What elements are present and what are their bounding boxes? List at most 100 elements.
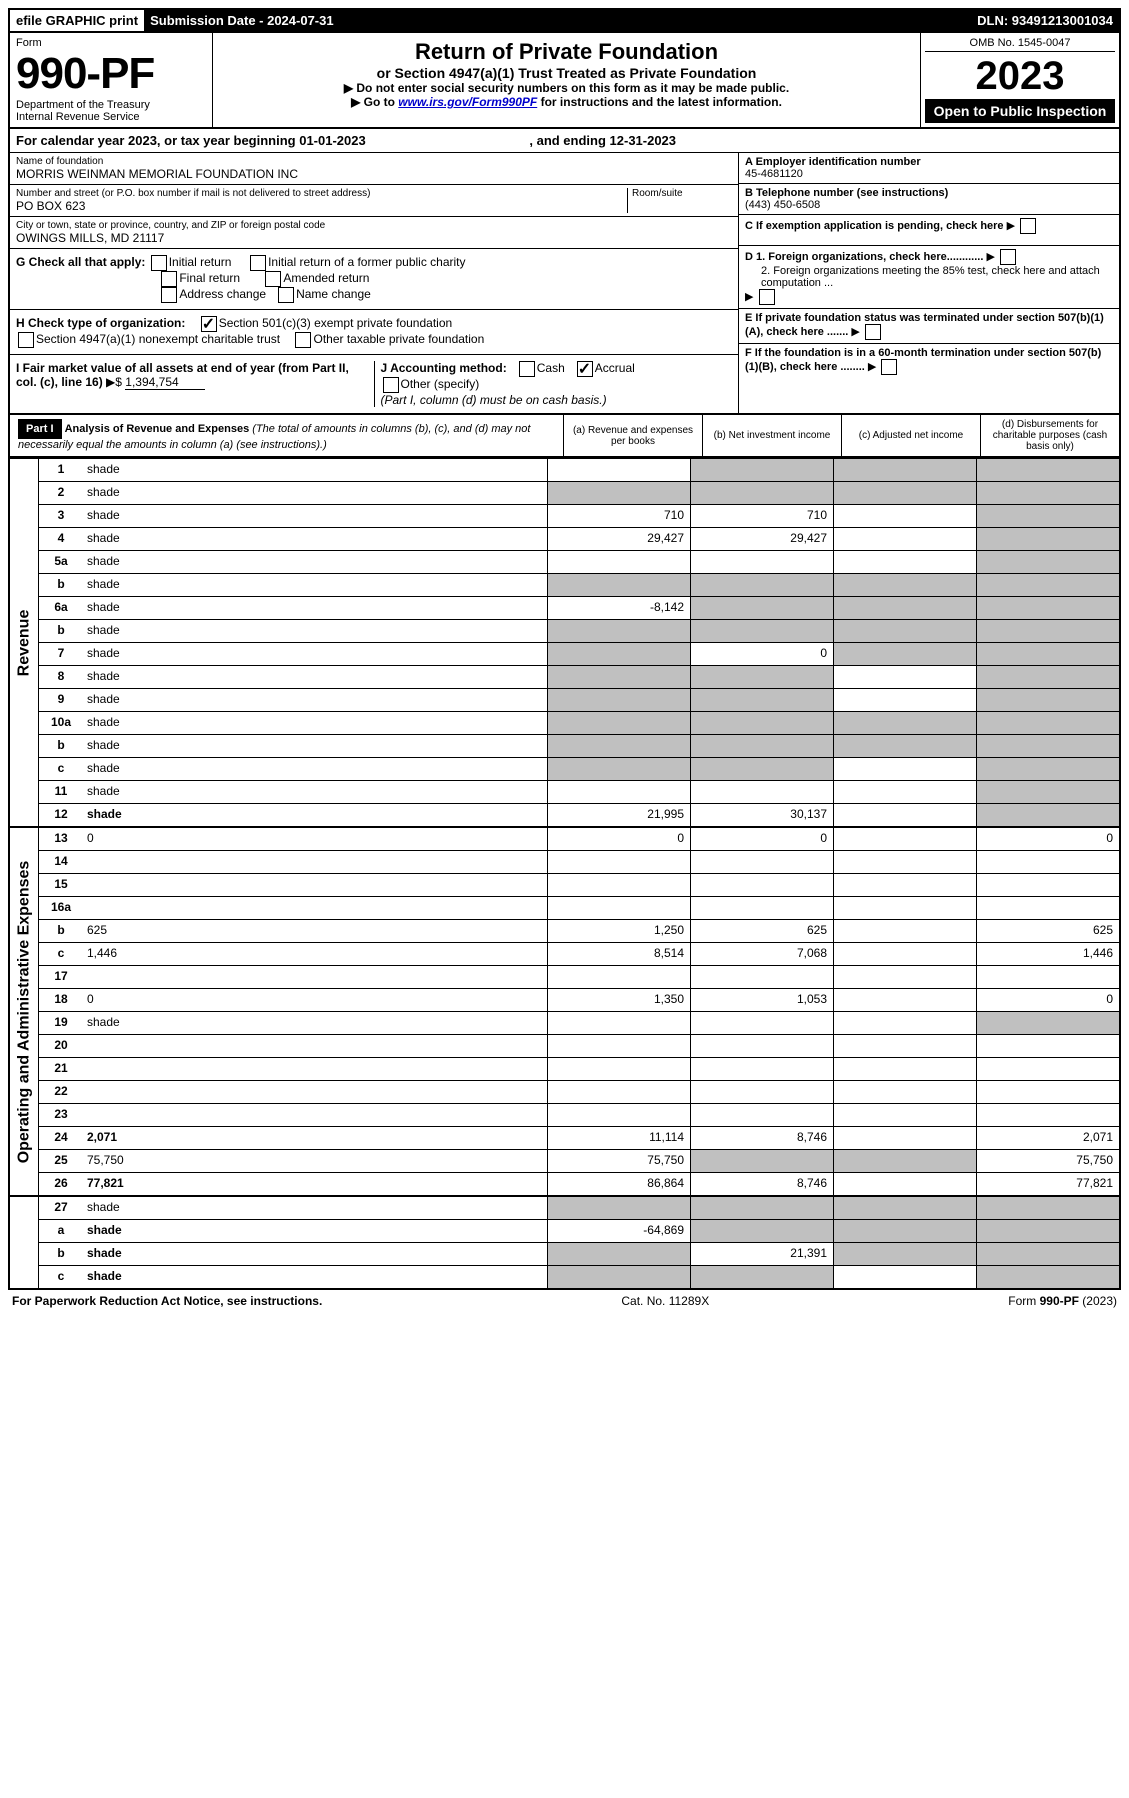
line-description: [83, 1104, 547, 1126]
amount-cell-c: [833, 989, 976, 1011]
form-header: Form 990-PF Department of the Treasury I…: [8, 33, 1121, 129]
line-description: [83, 851, 547, 873]
amount-cell-b: [690, 758, 833, 780]
irs-link[interactable]: www.irs.gov/Form990PF: [398, 95, 537, 109]
table-row: bshade21,391: [39, 1243, 1119, 1266]
amount-cell-d: 0: [976, 989, 1119, 1011]
line-description: shade: [83, 1243, 547, 1265]
line-number: 3: [39, 505, 83, 527]
line-description: shade: [83, 574, 547, 596]
table-row: 27shade: [39, 1197, 1119, 1220]
amount-cell-b: [690, 851, 833, 873]
amount-cell-d: [976, 1220, 1119, 1242]
line-number: 6a: [39, 597, 83, 619]
other-method-checkbox[interactable]: [383, 377, 399, 393]
501c3-checkbox[interactable]: [201, 316, 217, 332]
topbar-spacer: [340, 10, 972, 31]
line-description: [83, 874, 547, 896]
final-label: Final return: [179, 271, 240, 285]
address-row: Number and street (or P.O. box number if…: [10, 185, 738, 217]
cash-label: Cash: [537, 361, 565, 375]
4947-checkbox[interactable]: [18, 332, 34, 348]
h-checks: H Check type of organization: Section 50…: [10, 310, 738, 355]
amount-cell-b: [690, 897, 833, 919]
amount-cell-d: 77,821: [976, 1173, 1119, 1195]
line-description: shade: [83, 1220, 547, 1242]
final-return-checkbox[interactable]: [161, 271, 177, 287]
col-d-header: (d) Disbursements for charitable purpose…: [980, 415, 1119, 456]
line-description: shade: [83, 689, 547, 711]
e-checkbox[interactable]: [865, 324, 881, 340]
accrual-checkbox[interactable]: [577, 361, 593, 377]
address-label: Number and street (or P.O. box number if…: [16, 188, 627, 199]
amount-cell-a: [547, 874, 690, 896]
col-c-header: (c) Adjusted net income: [841, 415, 980, 456]
revenue-side-label: Revenue: [10, 459, 39, 826]
table-row: 6ashade-8,142: [39, 597, 1119, 620]
table-row: 3shade710710: [39, 505, 1119, 528]
line-number: 26: [39, 1173, 83, 1195]
amount-cell-b: [690, 1012, 833, 1034]
amount-cell-d: [976, 874, 1119, 896]
amount-cell-d: [976, 482, 1119, 504]
amount-cell-a: 29,427: [547, 528, 690, 550]
form-number: 990-PF: [16, 49, 206, 99]
line-description: 625: [83, 920, 547, 942]
initial-return-checkbox[interactable]: [151, 255, 167, 271]
amount-cell-b: 8,746: [690, 1127, 833, 1149]
table-row: 2shade: [39, 482, 1119, 505]
cash-checkbox[interactable]: [519, 361, 535, 377]
amount-cell-d: 2,071: [976, 1127, 1119, 1149]
c-checkbox[interactable]: [1020, 218, 1036, 234]
amount-cell-c: [833, 1243, 976, 1265]
amended-checkbox[interactable]: [265, 271, 281, 287]
amount-cell-d: [976, 689, 1119, 711]
table-row: 2677,82186,8648,74677,821: [39, 1173, 1119, 1195]
part1-label: Part I: [18, 419, 62, 439]
initial-former-checkbox[interactable]: [250, 255, 266, 271]
amount-cell-a: [547, 1266, 690, 1288]
e-label: E If private foundation status was termi…: [745, 312, 1104, 338]
amount-cell-a: 11,114: [547, 1127, 690, 1149]
line-number: 12: [39, 804, 83, 826]
line-description: shade: [83, 781, 547, 803]
address-change-checkbox[interactable]: [161, 287, 177, 303]
amount-cell-d: [976, 1058, 1119, 1080]
name-change-checkbox[interactable]: [278, 287, 294, 303]
amount-cell-a: [547, 735, 690, 757]
amount-cell-b: 8,746: [690, 1173, 833, 1195]
amount-cell-a: [547, 851, 690, 873]
amount-cell-b: [690, 1104, 833, 1126]
amount-cell-b: 0: [690, 828, 833, 850]
line-description: shade: [83, 1266, 547, 1288]
amount-cell-b: [690, 459, 833, 481]
f-checkbox[interactable]: [881, 359, 897, 375]
amount-cell-c: [833, 1012, 976, 1034]
city-cell: City or town, state or province, country…: [10, 217, 738, 249]
amount-cell-d: [976, 804, 1119, 826]
table-row: 7shade0: [39, 643, 1119, 666]
bottom-rows-container: 27shadeashade-64,869bshade21,391cshade: [39, 1197, 1119, 1288]
amount-cell-d: [976, 1035, 1119, 1057]
j-note: (Part I, column (d) must be on cash basi…: [381, 393, 607, 407]
amount-cell-a: -8,142: [547, 597, 690, 619]
d1-checkbox[interactable]: [1000, 249, 1016, 265]
col-b-header: (b) Net investment income: [702, 415, 841, 456]
other-taxable-checkbox[interactable]: [295, 332, 311, 348]
line-number: a: [39, 1220, 83, 1242]
foundation-name-cell: Name of foundation MORRIS WEINMAN MEMORI…: [10, 153, 738, 185]
line-number: b: [39, 620, 83, 642]
d2-checkbox[interactable]: [759, 289, 775, 305]
amount-cell-c: [833, 574, 976, 596]
amount-cell-c: [833, 920, 976, 942]
table-row: b6251,250625625: [39, 920, 1119, 943]
amount-cell-d: [976, 1081, 1119, 1103]
info-section: For calendar year 2023, or tax year begi…: [8, 129, 1121, 415]
amount-cell-a: -64,869: [547, 1220, 690, 1242]
amount-cell-a: [547, 966, 690, 988]
d-cell: D 1. Foreign organizations, check here..…: [739, 246, 1119, 309]
amount-cell-a: [547, 1012, 690, 1034]
table-row: 9shade: [39, 689, 1119, 712]
h-label: H Check type of organization:: [16, 316, 185, 330]
line-number: b: [39, 1243, 83, 1265]
